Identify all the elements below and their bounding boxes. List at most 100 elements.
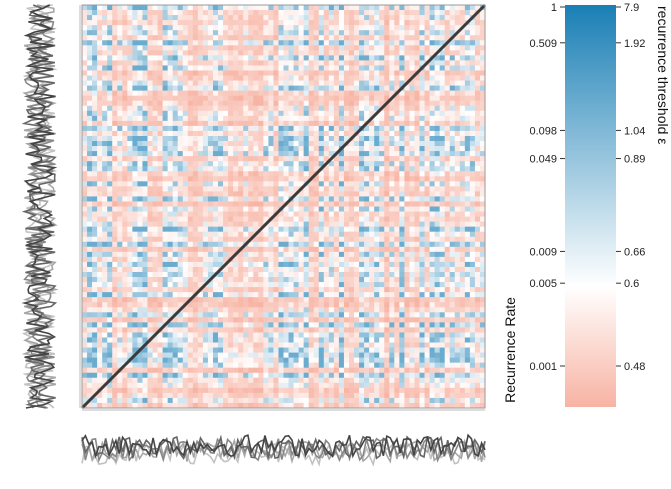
heatmap-cell	[333, 60, 340, 66]
heatmap-cell	[479, 20, 486, 26]
heatmap-cell	[474, 156, 481, 162]
heatmap-cell	[177, 135, 184, 142]
heatmap-cell	[177, 181, 184, 187]
heatmap-cell	[439, 141, 445, 147]
heatmap-cell	[233, 90, 239, 96]
heatmap-cell	[399, 196, 405, 202]
heatmap-cell	[112, 277, 118, 283]
heatmap-cell	[192, 287, 199, 293]
heatmap-cell	[469, 146, 476, 152]
heatmap-cell	[293, 261, 299, 268]
heatmap-cell	[142, 110, 148, 117]
heatmap-cell	[112, 181, 118, 187]
heatmap-cell	[328, 246, 335, 253]
heatmap-cell	[97, 50, 103, 56]
heatmap-cell	[97, 110, 103, 117]
heatmap-cell	[82, 85, 88, 91]
heatmap-cell	[454, 110, 461, 117]
heatmap-cell	[469, 115, 476, 122]
heatmap-cell	[97, 55, 103, 61]
heatmap-cell	[238, 40, 244, 46]
heatmap-cell	[454, 45, 461, 51]
heatmap-cell	[303, 30, 309, 36]
heatmap-cell	[117, 115, 123, 122]
heatmap-cell	[268, 231, 274, 238]
heatmap-cell	[207, 100, 214, 107]
heatmap-cell	[87, 241, 93, 248]
heatmap-cell	[293, 55, 299, 61]
heatmap-cell	[333, 161, 340, 167]
heatmap-cell	[117, 80, 123, 86]
heatmap-cell	[137, 191, 143, 197]
heatmap-cell	[328, 161, 335, 167]
heatmap-cell	[369, 105, 375, 112]
heatmap-cell	[268, 95, 274, 102]
heatmap-cell	[212, 115, 219, 122]
heatmap-cell	[359, 135, 365, 142]
heatmap-cell	[187, 80, 194, 86]
heatmap-cell	[152, 277, 158, 283]
heatmap-cell	[228, 141, 234, 147]
heatmap-cell	[202, 241, 209, 248]
heatmap-cell	[384, 261, 390, 268]
heatmap-cell	[293, 135, 299, 142]
heatmap-cell	[112, 266, 118, 273]
heatmap-cell	[409, 216, 415, 222]
heatmap-cell	[82, 256, 88, 263]
heatmap-cell	[359, 261, 365, 268]
heatmap-cell	[434, 156, 440, 162]
heatmap-cell	[479, 282, 486, 288]
heatmap-cell	[253, 241, 259, 248]
heatmap-cell	[338, 302, 345, 308]
heatmap-cell	[439, 65, 445, 71]
heatmap-cell	[87, 226, 93, 232]
heatmap-cell	[117, 307, 123, 313]
heatmap-cell	[359, 80, 365, 86]
heatmap-cell	[298, 266, 304, 273]
heatmap-cell	[107, 231, 113, 238]
heatmap-cell	[424, 65, 430, 71]
heatmap-cell	[263, 25, 269, 31]
heatmap-cell	[192, 251, 199, 258]
heatmap-cell	[338, 20, 345, 26]
heatmap-cell	[348, 297, 355, 303]
heatmap-cell	[414, 20, 420, 26]
heatmap-cell	[97, 241, 103, 248]
heatmap-cell	[187, 191, 194, 197]
heatmap-cell	[117, 151, 123, 157]
heatmap-cell	[268, 297, 274, 303]
heatmap-cell	[338, 30, 345, 36]
heatmap-cell	[223, 201, 229, 207]
heatmap-cell	[414, 241, 420, 248]
heatmap-cell	[202, 246, 209, 253]
heatmap-cell	[162, 55, 168, 61]
heatmap-cell	[152, 45, 158, 51]
heatmap-cell	[283, 181, 289, 187]
heatmap-cell	[343, 5, 350, 11]
heatmap-cell	[384, 110, 390, 117]
heatmap-cell	[192, 120, 199, 127]
heatmap-cell	[162, 95, 168, 102]
heatmap-cell	[379, 261, 385, 268]
heatmap-cell	[223, 231, 229, 238]
heatmap-cell	[228, 45, 234, 51]
heatmap-cell	[394, 141, 400, 147]
heatmap-cell	[238, 292, 244, 298]
heatmap-cell	[112, 45, 118, 51]
heatmap-cell	[263, 171, 269, 177]
heatmap-cell	[82, 75, 88, 81]
heatmap-cell	[359, 10, 365, 16]
heatmap-cell	[298, 287, 304, 293]
heatmap-cell	[439, 196, 445, 202]
heatmap-cell	[409, 241, 415, 248]
heatmap-cell	[328, 151, 335, 157]
heatmap-cell	[258, 161, 264, 167]
heatmap-cell	[389, 75, 395, 81]
heatmap-cell	[338, 70, 345, 76]
heatmap-cell	[248, 75, 254, 81]
heatmap-cell	[228, 266, 234, 273]
heatmap-cell	[444, 85, 451, 91]
heatmap-cell	[348, 125, 355, 132]
heatmap-cell	[117, 75, 123, 81]
heatmap-cell	[439, 271, 445, 278]
